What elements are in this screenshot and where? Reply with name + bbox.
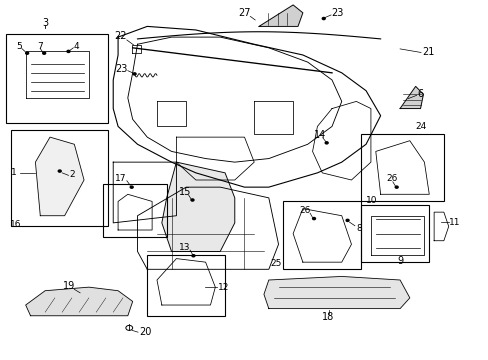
- Polygon shape: [259, 5, 302, 26]
- Circle shape: [346, 219, 348, 221]
- Bar: [361, 134, 443, 202]
- Text: 1: 1: [11, 168, 17, 177]
- Text: 7: 7: [38, 41, 43, 50]
- Circle shape: [58, 170, 61, 172]
- Text: 23: 23: [115, 64, 127, 73]
- Text: 3: 3: [42, 18, 48, 28]
- Polygon shape: [399, 86, 423, 109]
- Bar: [103, 184, 166, 237]
- Text: 26: 26: [299, 206, 310, 215]
- Text: 15: 15: [178, 187, 190, 197]
- Text: 22: 22: [115, 31, 127, 41]
- Polygon shape: [264, 276, 409, 309]
- Bar: [147, 255, 224, 316]
- Text: 11: 11: [448, 218, 459, 227]
- Text: 16: 16: [10, 220, 21, 229]
- Text: 26: 26: [386, 175, 397, 184]
- Text: 20: 20: [139, 327, 151, 337]
- Text: 17: 17: [115, 174, 126, 183]
- Text: 14: 14: [314, 130, 326, 140]
- Circle shape: [191, 199, 194, 201]
- Bar: [11, 130, 108, 226]
- Text: 10: 10: [366, 196, 377, 205]
- Text: 9: 9: [396, 256, 402, 266]
- Circle shape: [322, 18, 325, 19]
- Text: 19: 19: [63, 282, 76, 292]
- Text: 12: 12: [218, 283, 229, 292]
- Text: 5: 5: [16, 41, 22, 50]
- Circle shape: [42, 52, 45, 54]
- Bar: [361, 205, 428, 262]
- Text: 6: 6: [417, 89, 423, 99]
- Circle shape: [26, 52, 29, 54]
- Text: 21: 21: [421, 48, 434, 58]
- Text: 24: 24: [414, 122, 425, 131]
- Text: 23: 23: [331, 8, 344, 18]
- Text: 2: 2: [69, 170, 75, 179]
- Bar: [283, 202, 361, 269]
- Text: 27: 27: [238, 8, 250, 18]
- Text: 18: 18: [321, 312, 334, 322]
- Polygon shape: [35, 137, 84, 216]
- Circle shape: [325, 142, 327, 144]
- Text: 13: 13: [179, 243, 190, 252]
- Circle shape: [133, 73, 136, 75]
- Circle shape: [130, 186, 133, 188]
- Text: 8: 8: [355, 224, 361, 233]
- Text: 4: 4: [74, 41, 80, 50]
- Circle shape: [394, 186, 397, 188]
- Bar: [6, 33, 108, 123]
- Circle shape: [67, 50, 70, 53]
- Circle shape: [312, 217, 315, 220]
- Circle shape: [192, 255, 195, 257]
- Polygon shape: [26, 287, 132, 316]
- Polygon shape: [162, 162, 234, 251]
- Text: 25: 25: [270, 260, 281, 269]
